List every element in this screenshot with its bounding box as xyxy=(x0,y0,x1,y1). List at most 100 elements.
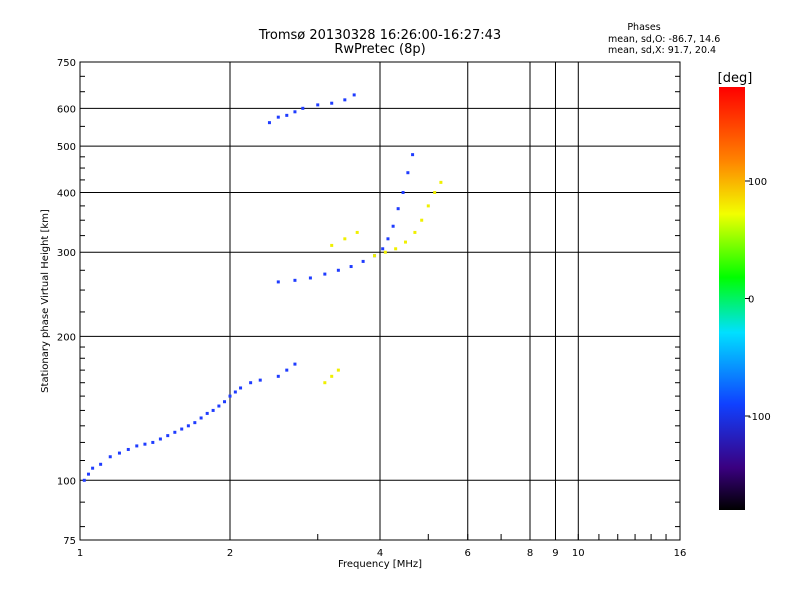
data-point xyxy=(396,207,400,211)
x-tick-label: 1 xyxy=(77,548,83,559)
y-tick-label: 600 xyxy=(57,104,76,115)
data-point xyxy=(276,374,280,378)
data-point xyxy=(285,368,289,372)
data-point xyxy=(381,247,385,251)
data-point xyxy=(249,381,253,385)
data-point xyxy=(361,259,365,263)
data-point xyxy=(323,381,327,385)
data-point xyxy=(330,374,334,378)
data-point xyxy=(420,218,424,222)
data-point xyxy=(82,478,86,482)
data-point xyxy=(233,390,237,394)
data-point xyxy=(267,121,271,125)
data-point xyxy=(223,400,227,404)
x-tick-label: 2 xyxy=(227,548,233,559)
data-point xyxy=(308,276,312,280)
data-point xyxy=(336,268,340,272)
data-point xyxy=(301,106,305,110)
data-point xyxy=(293,362,297,366)
data-point xyxy=(151,440,155,444)
stats-heading: Phases xyxy=(627,22,660,33)
data-point xyxy=(117,451,121,455)
data-point xyxy=(276,115,280,119)
data-point xyxy=(349,265,353,269)
x-tick-label: 6 xyxy=(465,548,471,559)
stats-x-mode: mean, sd,X: 91.7, 20.4 xyxy=(608,45,716,56)
data-point xyxy=(228,394,232,398)
data-point xyxy=(158,437,162,441)
data-point xyxy=(426,204,430,208)
data-point xyxy=(391,224,395,228)
data-point xyxy=(343,98,347,102)
data-point xyxy=(316,103,320,107)
x-axis-label: Frequency [MHz] xyxy=(338,559,422,570)
x-tick-label: 8 xyxy=(527,548,533,559)
data-point xyxy=(239,386,243,390)
x-tick-label: 4 xyxy=(377,548,383,559)
y-tick-label: 75 xyxy=(63,536,76,547)
colorbar-tick-label: 0 xyxy=(748,295,754,306)
data-point xyxy=(293,278,297,282)
data-point xyxy=(166,434,170,438)
data-point xyxy=(336,368,340,372)
chart-title: Tromsø 20130328 16:26:00-16:27:43 xyxy=(258,28,501,43)
data-point xyxy=(323,272,327,276)
axis-ticks: 1 2 4 6 8 9 10 16 75 100 200 300 400 500 600 750 xyxy=(57,58,686,559)
data-point xyxy=(330,101,334,105)
colorbar-label: [deg] xyxy=(718,71,753,86)
data-point xyxy=(126,447,130,451)
data-point xyxy=(293,110,297,114)
data-point xyxy=(180,427,184,431)
data-point xyxy=(285,113,289,117)
grid xyxy=(80,62,680,540)
data-point xyxy=(352,93,356,97)
data-point xyxy=(383,250,387,254)
colorbar xyxy=(719,87,745,510)
data-point xyxy=(401,190,405,194)
y-tick-label: 500 xyxy=(57,142,76,153)
data-point xyxy=(394,247,398,251)
data-point xyxy=(173,430,177,434)
y-axis-label: Stationary phase Virtual Height [km] xyxy=(40,209,51,393)
data-point xyxy=(406,171,410,175)
data-point xyxy=(276,280,280,284)
stats-o-mode: mean, sd,O: -86.7, 14.6 xyxy=(608,34,720,45)
data-point xyxy=(143,442,147,446)
data-point xyxy=(330,243,334,247)
data-point xyxy=(199,416,203,420)
colorbar-ticks: 100 0 -100 xyxy=(745,177,771,423)
chart-subtitle: RwPretec (8p) xyxy=(334,42,425,57)
colorbar-tick-label: -100 xyxy=(748,412,771,423)
data-point xyxy=(108,455,112,459)
data-point xyxy=(373,254,377,258)
y-tick-label: 100 xyxy=(57,476,76,487)
data-point xyxy=(186,424,190,428)
x-tick-label: 10 xyxy=(572,548,585,559)
data-point xyxy=(439,180,443,184)
data-point xyxy=(343,237,347,241)
colorbar-tick-label: 100 xyxy=(748,177,767,188)
data-point xyxy=(386,237,390,241)
data-point xyxy=(135,444,139,448)
x-tick-label: 9 xyxy=(552,548,558,559)
y-tick-label: 300 xyxy=(57,248,76,259)
data-point xyxy=(355,230,359,234)
data-point xyxy=(86,472,90,476)
y-tick-label: 400 xyxy=(57,188,76,199)
data-point xyxy=(205,411,209,415)
data-point xyxy=(403,240,407,244)
data-point xyxy=(193,421,197,425)
data-point xyxy=(258,378,262,382)
data-point xyxy=(99,462,103,466)
data-point xyxy=(91,466,95,470)
data-point xyxy=(217,404,221,408)
data-point xyxy=(411,153,415,157)
data-point xyxy=(413,230,417,234)
data-points xyxy=(82,93,443,482)
data-point xyxy=(211,408,215,412)
x-tick-label: 16 xyxy=(674,548,687,559)
y-tick-label: 200 xyxy=(57,332,76,343)
data-point xyxy=(433,190,437,194)
y-tick-label: 750 xyxy=(57,58,76,69)
